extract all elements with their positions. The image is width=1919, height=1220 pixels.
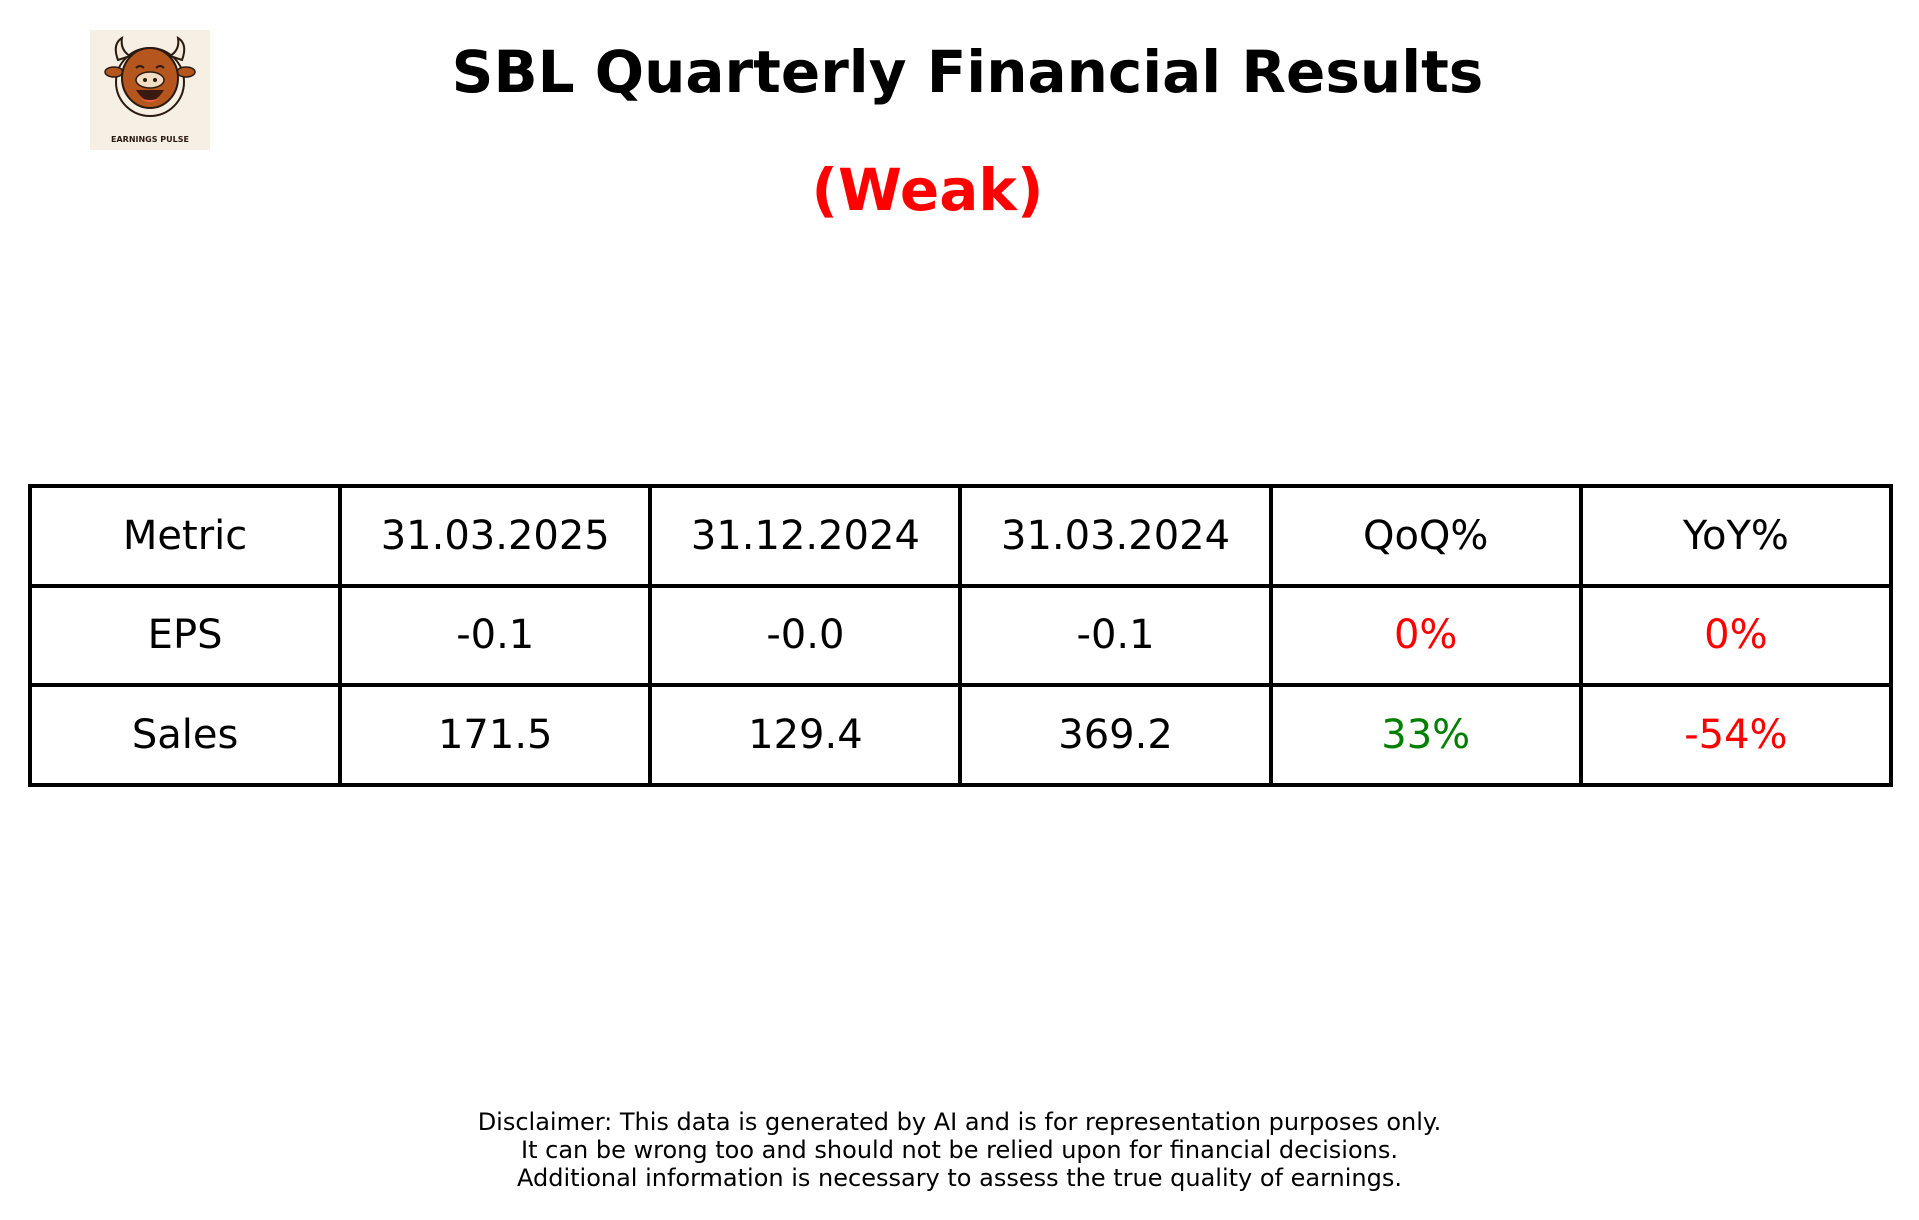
- value-q1: 171.5: [338, 683, 653, 787]
- metric-label: EPS: [27, 583, 343, 688]
- earnings-pulse-logo: EARNINGS PULSE: [90, 30, 210, 150]
- header-yoy: YoY%: [1578, 484, 1894, 588]
- value-yoy: -54%: [1578, 683, 1894, 787]
- value-q2: 129.4: [648, 683, 963, 787]
- value-qoq: 0%: [1268, 583, 1583, 688]
- metric-label: Sales: [27, 683, 343, 787]
- value-yoy: 0%: [1578, 583, 1894, 688]
- value-q2: -0.0: [648, 583, 963, 688]
- header-metric: Metric: [27, 484, 343, 588]
- disclaimer-line: It can be wrong too and should not be re…: [521, 1136, 1398, 1164]
- bull-mascot-icon: EARNINGS PULSE: [104, 36, 196, 144]
- header-q3: 31.03.2024: [958, 484, 1273, 588]
- value-q3: 369.2: [958, 683, 1273, 787]
- header-q2: 31.12.2024: [648, 484, 963, 588]
- financial-results-table: Metric 31.03.2025 31.12.2024 31.03.2024 …: [27, 484, 1894, 787]
- value-qoq: 33%: [1268, 683, 1583, 787]
- table-row: Sales 171.5 129.4 369.2 33% -54%: [27, 683, 1894, 787]
- table-header-row: Metric 31.03.2025 31.12.2024 31.03.2024 …: [27, 484, 1894, 588]
- svg-text:EARNINGS PULSE: EARNINGS PULSE: [111, 135, 189, 144]
- header-q1: 31.03.2025: [338, 484, 653, 588]
- disclaimer-line: Additional information is necessary to a…: [516, 1164, 1402, 1192]
- header-qoq: QoQ%: [1268, 484, 1583, 588]
- disclaimer-line: Disclaimer: This data is generated by AI…: [477, 1108, 1442, 1136]
- value-q3: -0.1: [958, 583, 1273, 688]
- page-title: SBL Quarterly Financial Results: [451, 38, 1484, 106]
- disclaimer: Disclaimer: This data is generated by AI…: [0, 1108, 1919, 1192]
- value-q1: -0.1: [338, 583, 653, 688]
- rating-label: (Weak): [811, 156, 1044, 224]
- table-row: EPS -0.1 -0.0 -0.1 0% 0%: [27, 583, 1894, 688]
